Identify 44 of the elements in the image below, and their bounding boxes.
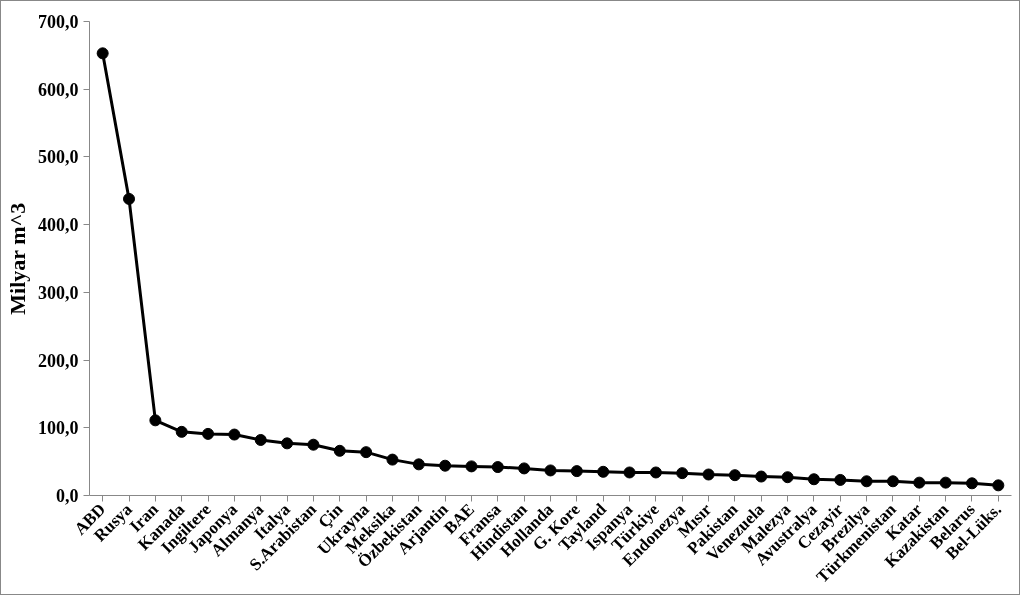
y-tick-label: 400,0 [38, 215, 79, 236]
point [886, 475, 899, 488]
point [676, 467, 689, 480]
point [333, 444, 346, 457]
point [202, 427, 215, 440]
y-tick-label: 100,0 [38, 418, 79, 439]
point [649, 466, 662, 479]
point [834, 473, 847, 486]
point [781, 471, 794, 484]
y-axis-title: Milyar m^3 [5, 202, 30, 315]
point [807, 473, 820, 486]
y-tick-label: 200,0 [38, 350, 79, 371]
point [175, 425, 188, 438]
y-tick-label: 0,0 [56, 486, 79, 506]
point [360, 446, 373, 459]
point [860, 475, 873, 488]
point [992, 479, 1005, 492]
point [570, 465, 583, 478]
point [702, 468, 715, 481]
point [412, 458, 425, 471]
point [386, 453, 399, 466]
point [96, 47, 109, 60]
point [123, 192, 136, 205]
point [728, 469, 741, 482]
point [597, 465, 610, 478]
point [623, 466, 636, 479]
point [939, 476, 952, 489]
y-tick-label: 500,0 [38, 147, 79, 168]
y-tick-label: 600,0 [38, 79, 79, 100]
point [307, 438, 320, 451]
point [281, 437, 294, 450]
point [544, 464, 557, 477]
y-tick-label: 700,0 [38, 12, 79, 32]
point [439, 459, 452, 472]
point [149, 414, 162, 427]
point [518, 462, 531, 475]
point [913, 476, 926, 489]
point [755, 470, 768, 483]
y-tick-label: 300,0 [38, 282, 79, 303]
point [965, 477, 978, 490]
point [228, 428, 241, 441]
point [491, 461, 504, 474]
point [254, 433, 267, 446]
point [465, 460, 478, 473]
